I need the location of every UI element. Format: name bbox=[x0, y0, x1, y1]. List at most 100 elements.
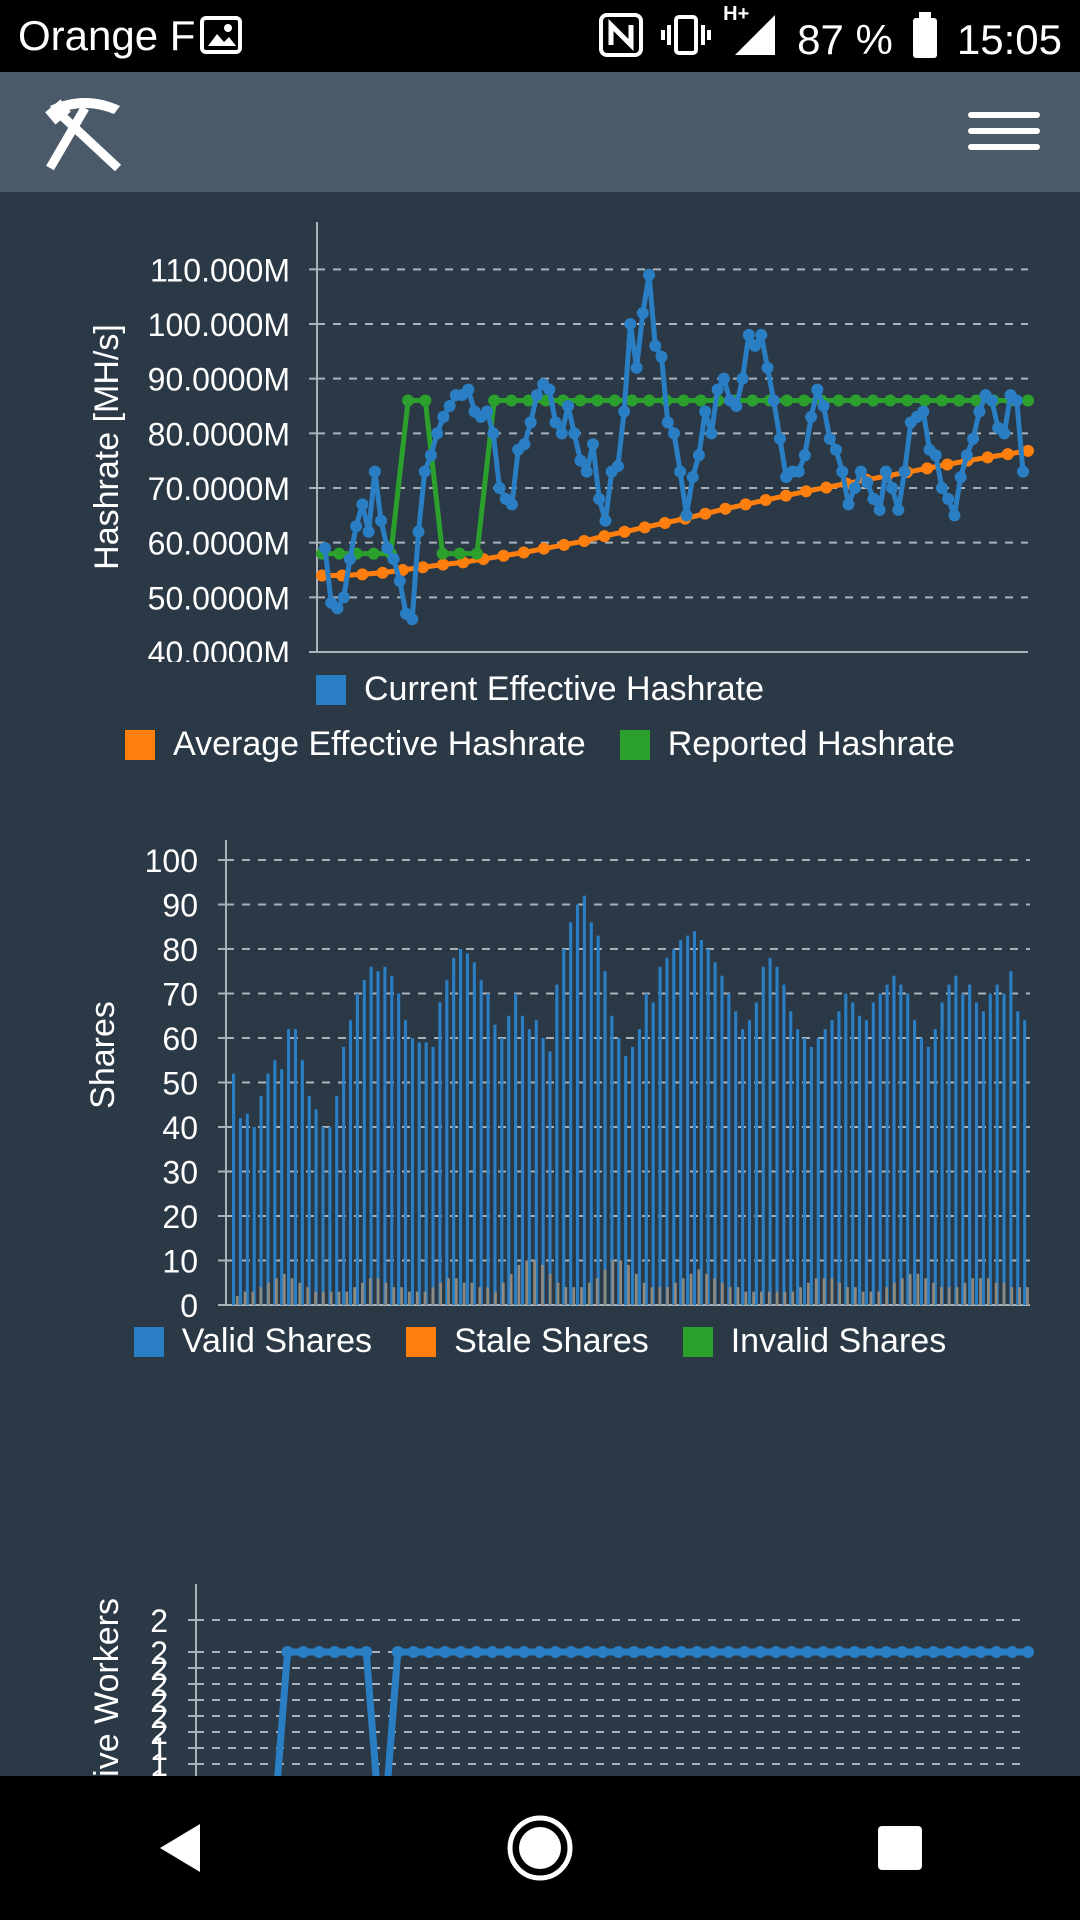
y-tick-label: 40 bbox=[162, 1110, 198, 1146]
valid-shares-bar bbox=[919, 1038, 924, 1305]
valid-shares-bar bbox=[892, 975, 896, 1305]
back-icon[interactable] bbox=[120, 1788, 240, 1908]
stale-shares-bar bbox=[494, 1291, 497, 1305]
legend-item-valid-shares[interactable]: Valid Shares bbox=[133, 1322, 372, 1361]
valid-shares-bar bbox=[858, 1015, 862, 1305]
legend-item-stale-shares[interactable]: Stale Shares bbox=[406, 1322, 649, 1361]
status-bar: Orange F H+ 87 % 15:05 bbox=[0, 0, 1080, 72]
valid-shares-bar bbox=[273, 1060, 277, 1305]
legend-item-current-hashrate[interactable]: Current Effective Hashrate bbox=[316, 670, 764, 709]
active-workers-point bbox=[565, 1646, 578, 1658]
valid-shares-bar bbox=[672, 949, 676, 1305]
valid-shares-bar bbox=[720, 975, 724, 1305]
current-hashrate-point bbox=[767, 394, 780, 407]
valid-shares-bar bbox=[878, 993, 882, 1305]
average-hashrate-point bbox=[618, 525, 631, 538]
average-hashrate-point bbox=[578, 535, 591, 548]
active-workers-point bbox=[486, 1646, 499, 1658]
valid-shares-bar bbox=[397, 993, 401, 1305]
valid-shares-bar bbox=[644, 993, 648, 1305]
y-tick-label: 50 bbox=[162, 1066, 198, 1102]
y-tick-label: 2 bbox=[150, 1603, 168, 1639]
active-workers-point bbox=[927, 1646, 940, 1658]
average-hashrate-point bbox=[820, 481, 833, 494]
current-hashrate-point bbox=[543, 383, 556, 396]
stale-shares-bar bbox=[368, 1278, 372, 1305]
valid-shares-bar bbox=[974, 1002, 979, 1305]
y-tick-label: 110.000M bbox=[150, 252, 290, 288]
recent-apps-icon[interactable] bbox=[840, 1788, 960, 1908]
hamburger-menu-icon[interactable] bbox=[968, 102, 1040, 162]
average-hashrate-point bbox=[1022, 444, 1034, 457]
charts-container[interactable]: 110.000M 100.000M 90.0000M 80.0000M 70.0000M… bbox=[0, 192, 1080, 1776]
current-hashrate-point bbox=[574, 454, 587, 467]
valid-shares-bar bbox=[245, 1113, 249, 1305]
legend-item-average-hashrate[interactable]: Average Effective Hashrate bbox=[125, 725, 586, 764]
current-hashrate-point bbox=[948, 509, 961, 522]
valid-shares-bar bbox=[699, 940, 703, 1305]
valid-shares-bar bbox=[562, 949, 566, 1305]
active-workers-point bbox=[754, 1646, 767, 1658]
stale-shares-bar bbox=[940, 1287, 943, 1305]
stale-shares-bar bbox=[799, 1287, 802, 1305]
stale-shares-bar bbox=[986, 1278, 990, 1305]
valid-shares-bar bbox=[314, 1109, 318, 1305]
current-hashrate-point bbox=[730, 400, 743, 412]
valid-shares-bar bbox=[864, 1020, 868, 1305]
valid-shares-bar bbox=[665, 957, 669, 1305]
active-workers-point bbox=[706, 1646, 719, 1658]
average-hashrate-point bbox=[1001, 448, 1014, 461]
battery-percent: 87 % bbox=[797, 16, 893, 63]
y-tick-label: 100.000M bbox=[148, 307, 290, 343]
vibrate-icon bbox=[661, 13, 712, 67]
valid-shares-bar bbox=[851, 1002, 855, 1305]
legend-item-reported-hashrate[interactable]: Reported Hashrate bbox=[619, 725, 955, 764]
stale-shares-bar bbox=[642, 1282, 646, 1305]
valid-shares-bar bbox=[280, 1069, 284, 1305]
stale-shares-bar bbox=[548, 1273, 552, 1305]
navigation-bar bbox=[0, 1776, 1080, 1920]
stale-shares-bar bbox=[345, 1291, 349, 1305]
battery-icon bbox=[911, 12, 939, 68]
stale-shares-bar bbox=[775, 1291, 779, 1305]
stale-shares-bar bbox=[1026, 1287, 1029, 1305]
legend-label: Stale Shares bbox=[454, 1322, 649, 1360]
current-hashrate-point bbox=[998, 427, 1011, 440]
active-workers-point bbox=[470, 1646, 483, 1658]
valid-shares-bar bbox=[741, 1029, 745, 1305]
valid-shares-bar bbox=[637, 1029, 641, 1305]
valid-shares-bar bbox=[734, 1011, 738, 1305]
valid-shares-bar bbox=[761, 966, 765, 1305]
active-workers-point bbox=[533, 1646, 546, 1658]
reported-hashrate-point bbox=[884, 394, 897, 407]
stale-shares-bar bbox=[267, 1282, 270, 1305]
active-workers-point bbox=[848, 1646, 861, 1658]
valid-shares-bar bbox=[335, 1095, 339, 1305]
valid-shares-bar bbox=[500, 1038, 504, 1305]
legend-item-invalid-shares[interactable]: Invalid Shares bbox=[682, 1322, 946, 1361]
y-tick-label: 80 bbox=[162, 932, 198, 968]
y-tick-label: 20 bbox=[162, 1199, 198, 1235]
current-hashrate-point bbox=[861, 476, 874, 489]
stale-shares-bar bbox=[564, 1287, 568, 1305]
current-hashrate-point bbox=[960, 449, 973, 462]
home-icon[interactable] bbox=[480, 1788, 600, 1908]
stale-shares-bar bbox=[329, 1291, 333, 1305]
active-workers-point bbox=[391, 1646, 404, 1658]
stale-shares-bar bbox=[869, 1291, 873, 1305]
current-hashrate-point bbox=[686, 471, 699, 484]
current-hashrate-point bbox=[343, 553, 356, 566]
valid-shares-bar bbox=[754, 1002, 758, 1305]
current-hashrate-point bbox=[337, 591, 350, 604]
current-hashrate-point bbox=[636, 307, 649, 320]
valid-shares-bar bbox=[686, 935, 690, 1305]
current-hashrate-point bbox=[680, 509, 693, 522]
valid-shares-bar bbox=[417, 1042, 421, 1305]
y-tick-label: 100 bbox=[145, 843, 198, 879]
reported-hashrate-point bbox=[608, 394, 621, 407]
average-hashrate-point bbox=[376, 566, 389, 579]
valid-shares-bar bbox=[727, 993, 731, 1305]
pickaxe-hammer-icon[interactable] bbox=[40, 94, 130, 174]
valid-shares-bar bbox=[899, 984, 903, 1305]
